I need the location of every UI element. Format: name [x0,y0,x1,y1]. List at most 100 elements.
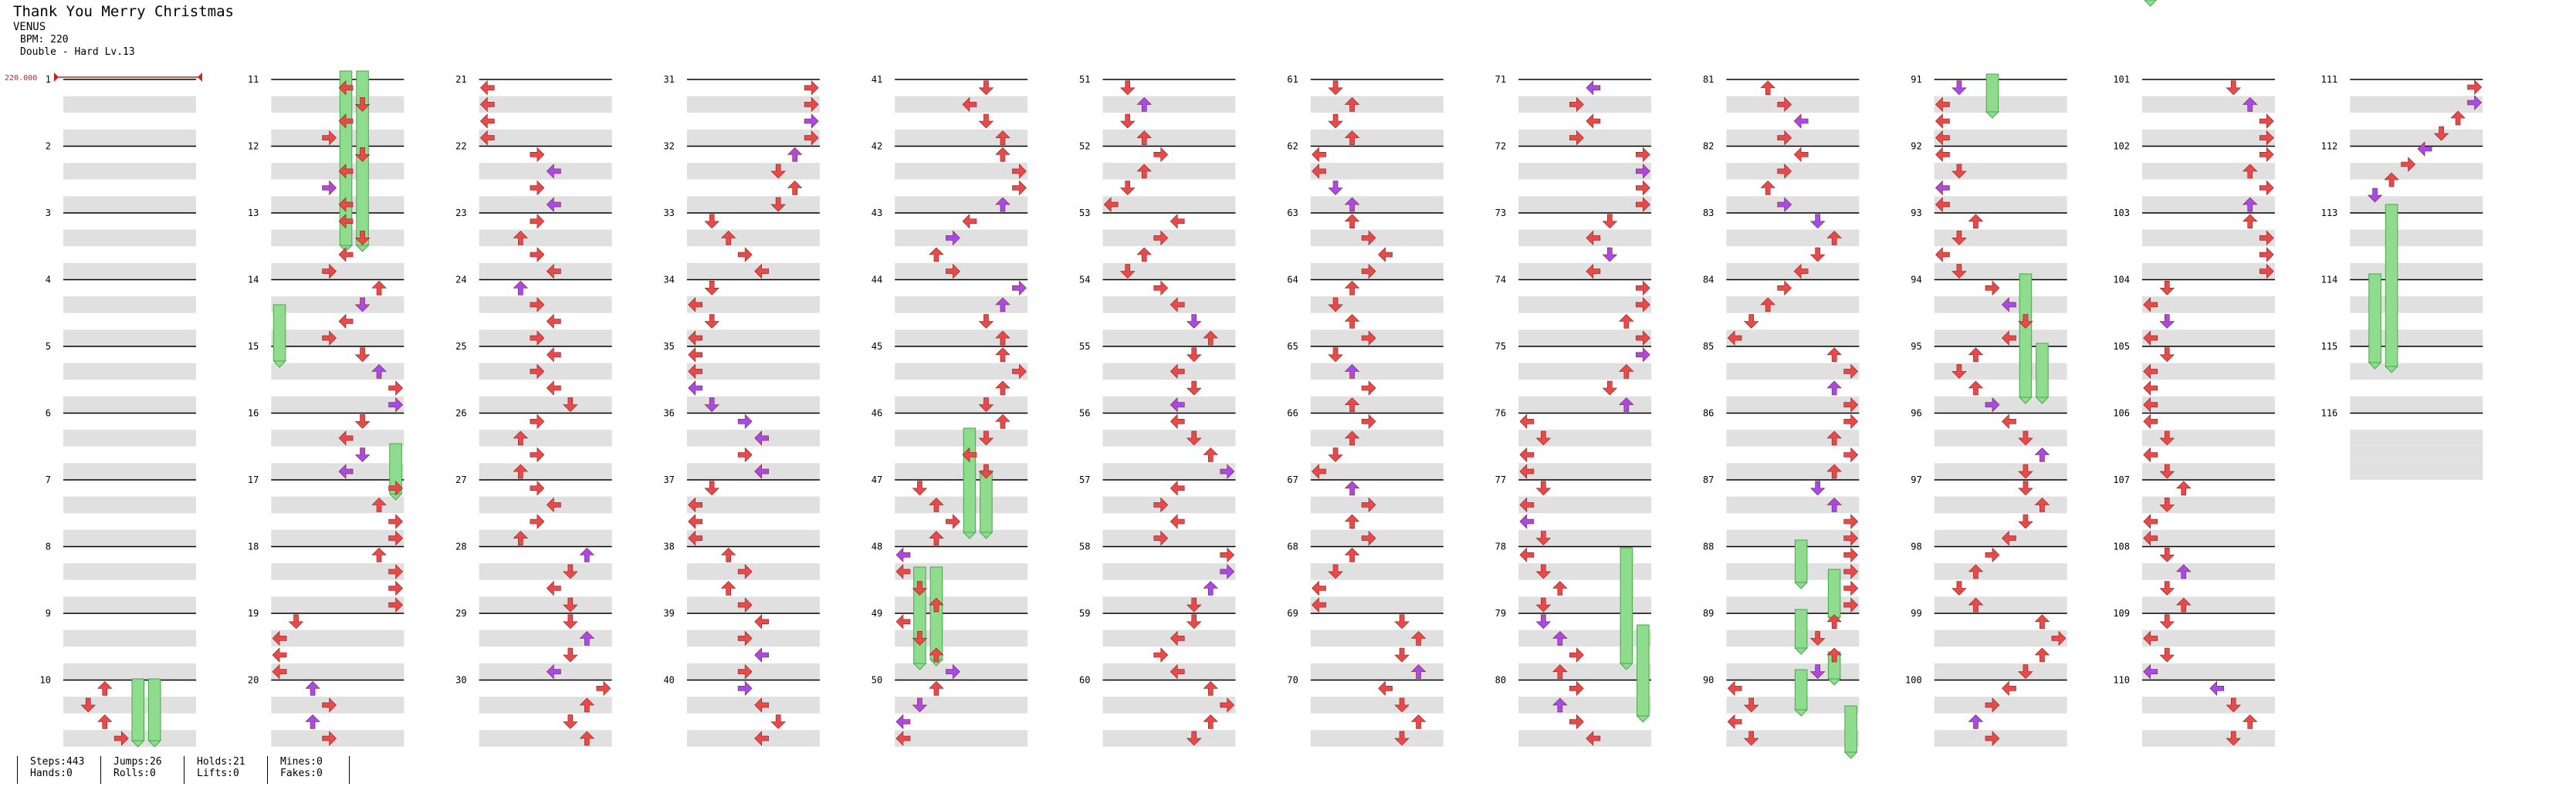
up-arrow [2176,564,2192,579]
left-arrow [1586,80,1601,96]
right-arrow [530,481,545,496]
measure-band [479,430,612,447]
hold-note [2368,273,2382,370]
up-arrow [995,330,1010,346]
measure-number: 19 [248,608,259,619]
left-arrow [895,564,911,579]
measure [1310,145,1444,213]
measure [2142,279,2275,346]
down-arrow [1602,247,1618,262]
measure-band [63,296,196,313]
measure [1102,613,1236,680]
measure-band [1934,196,2067,213]
measure-band [1518,529,1652,547]
measure-band [686,463,820,480]
down-arrow [1186,430,1202,446]
up-arrow [513,430,529,446]
measure-number: 48 [872,542,882,552]
measure-band [1934,730,2067,747]
measure-band [2350,329,2483,346]
measure [271,79,405,147]
right-arrow [530,330,545,346]
measure [1934,145,2067,213]
measure-number: 24 [455,275,466,285]
measure [1518,679,1652,747]
measure-band [1934,163,2067,180]
measure-number: 10 [40,675,51,686]
down-arrow [1120,264,1136,279]
measure [63,79,196,147]
measure-band [479,96,612,113]
measure-band [895,630,1028,647]
measure-band [1518,129,1652,147]
measure [686,412,820,480]
left-arrow [1519,497,1535,513]
right-arrow [388,481,403,496]
down-arrow [2226,697,2241,713]
down-arrow [912,481,928,496]
measure-band [1518,630,1652,647]
measure-band [686,229,820,247]
left-arrow [1312,597,1326,613]
up-arrow [1344,96,1360,112]
measure-number: 87 [1703,474,1714,485]
right-arrow [388,530,403,546]
measure-band [1726,96,1860,113]
measure [2350,212,2483,280]
measure-band [686,697,820,714]
measure-number: 36 [663,408,674,419]
down-arrow [563,397,578,413]
measure-band [479,496,612,514]
measure-band [686,663,820,680]
measure-band [1518,730,1652,747]
down-arrow [1535,564,1552,579]
measure [686,545,820,613]
measure-band [1726,563,1860,580]
measure-number: 94 [1911,275,1921,285]
down-arrow [2159,581,2175,596]
measure-band [2142,529,2275,547]
measure [63,145,196,213]
hold-body [929,566,943,660]
up-arrow [2034,447,2050,462]
measure [271,679,405,747]
measure [479,479,612,547]
hold-note [2019,273,2033,404]
right-arrow [1636,347,1650,363]
measure-band [2142,563,2275,580]
down-arrow [1394,697,1410,713]
up-arrow [513,464,529,479]
right-arrow [2051,630,2067,647]
left-arrow [2143,397,2158,413]
down-arrow [563,564,578,579]
measure [686,279,820,346]
measure-band [2142,430,2275,447]
measure-band [2350,296,2483,313]
measure-band [271,163,405,180]
measure-number: 3 [46,208,51,218]
measure-band [895,262,1028,280]
measure-band [1726,697,1860,714]
measure-band [63,663,196,680]
left-arrow [754,464,769,479]
right-arrow [2259,113,2274,129]
measure-band [1310,663,1444,680]
measure-number: 73 [1495,208,1506,218]
right-arrow [2467,79,2482,95]
measure [2142,145,2275,213]
down-arrow [912,581,928,596]
right-arrow [1636,280,1650,296]
measure-band [1518,96,1652,113]
measure-band [686,630,820,647]
measure-band [1726,163,1860,180]
right-arrow [530,363,545,380]
measure-band [479,563,612,580]
left-arrow [962,214,977,229]
measure-band [1518,363,1652,380]
measure [895,79,1028,147]
down-arrow [978,113,994,129]
down-arrow [354,447,371,462]
measure [1726,613,1860,680]
measure-number: 66 [1287,408,1298,419]
measure-band [2142,697,2275,714]
